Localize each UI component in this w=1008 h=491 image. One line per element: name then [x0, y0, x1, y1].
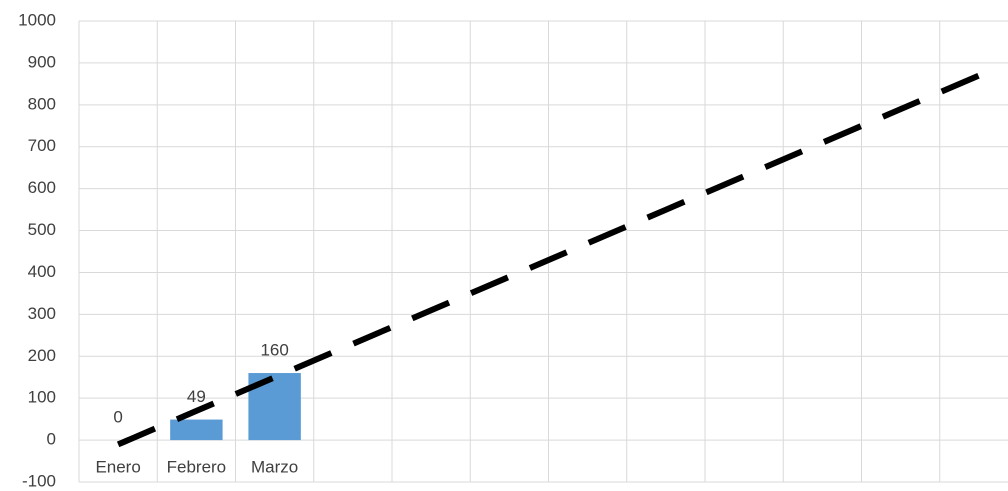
- data-label: 160: [260, 341, 288, 360]
- bar: [170, 419, 223, 441]
- y-tick-label: 0: [47, 430, 56, 449]
- y-tick-label: -100: [22, 471, 56, 490]
- data-label: 49: [187, 387, 206, 406]
- y-tick-label: 900: [28, 52, 56, 71]
- y-tick-label: 400: [28, 262, 56, 281]
- data-label: 0: [113, 408, 122, 427]
- y-tick-label: 800: [28, 94, 56, 113]
- y-tick-label: 600: [28, 178, 56, 197]
- x-tick-label: Enero: [95, 457, 140, 476]
- y-tick-label: 300: [28, 304, 56, 323]
- y-tick-label: 200: [28, 346, 56, 365]
- x-tick-label: Febrero: [167, 457, 227, 476]
- y-tick-label: 700: [28, 136, 56, 155]
- y-tick-label: 500: [28, 220, 56, 239]
- y-tick-label: 100: [28, 388, 56, 407]
- y-tick-label: 1000: [18, 10, 56, 29]
- trendline: [116, 72, 981, 448]
- x-tick-label: Marzo: [251, 457, 298, 476]
